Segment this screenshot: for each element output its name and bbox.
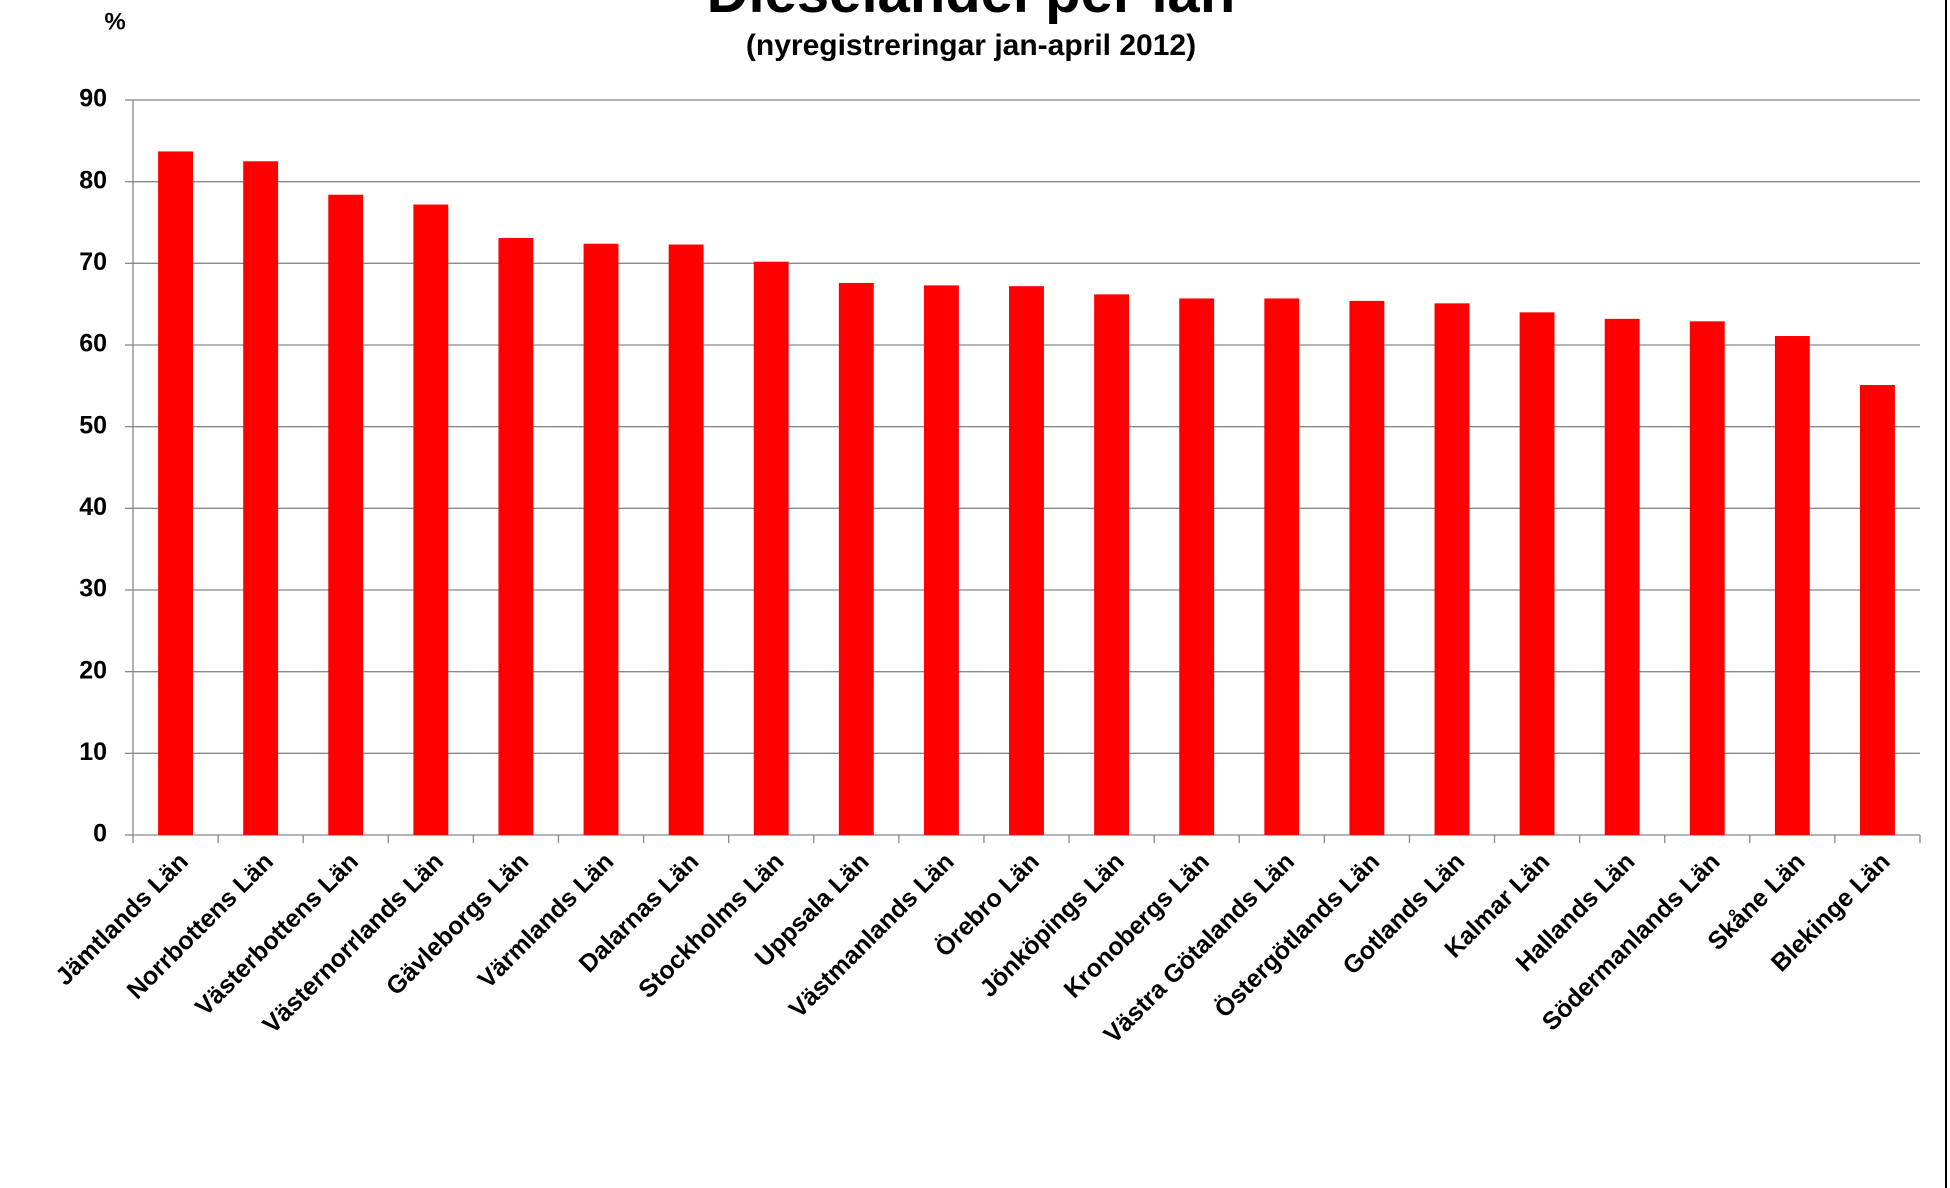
- bar: [498, 238, 534, 835]
- chart-title: Dieselandel per län: [707, 0, 1236, 25]
- x-tick-label: Västmanlands Län: [784, 847, 960, 1023]
- y-tick-label: 50: [79, 411, 107, 439]
- bar: [923, 285, 959, 836]
- x-tick-label: Norrbottens Län: [122, 847, 279, 1004]
- bar: [583, 243, 619, 835]
- y-tick-label: 60: [79, 330, 107, 358]
- y-tick-label: 0: [93, 820, 107, 848]
- bar: [668, 244, 704, 836]
- y-tick-label: 30: [79, 575, 107, 603]
- bar: [838, 282, 874, 835]
- chart-subtitle: (nyregistreringar jan-april 2012): [746, 29, 1196, 62]
- bar: [753, 261, 789, 835]
- x-tick-label: Stockholms Län: [633, 847, 789, 1003]
- x-tick-label: Jönköpings Län: [974, 847, 1129, 1002]
- bar: [1179, 298, 1215, 835]
- x-tick-label: Västerbottens Län: [190, 847, 364, 1021]
- bar: [243, 161, 279, 835]
- bar: [1094, 294, 1130, 835]
- bar: [1774, 336, 1810, 835]
- bar: [1519, 312, 1555, 835]
- y-tick-label: 10: [79, 738, 107, 766]
- x-tick-label: Östergötlands Län: [1208, 847, 1385, 1024]
- x-tick-label: Kronobergs Län: [1059, 847, 1215, 1003]
- bar: [1604, 318, 1640, 835]
- bar: [328, 194, 364, 835]
- y-tick-label: 40: [79, 493, 107, 521]
- x-tick-label: Gävleborgs Län: [381, 847, 534, 1000]
- bar: [1349, 300, 1385, 835]
- bar: [1009, 286, 1044, 835]
- bar: [1860, 385, 1895, 835]
- y-axis-label: %: [104, 8, 125, 35]
- bar: [1264, 298, 1300, 835]
- bar: [413, 204, 449, 836]
- y-tick-label: 80: [79, 166, 107, 194]
- y-tick-label: 90: [79, 85, 107, 113]
- y-tick-label: 70: [79, 248, 107, 276]
- bar: [1689, 321, 1725, 836]
- bar: [1434, 303, 1470, 836]
- y-tick-label: 20: [79, 656, 107, 684]
- bar: [158, 151, 193, 835]
